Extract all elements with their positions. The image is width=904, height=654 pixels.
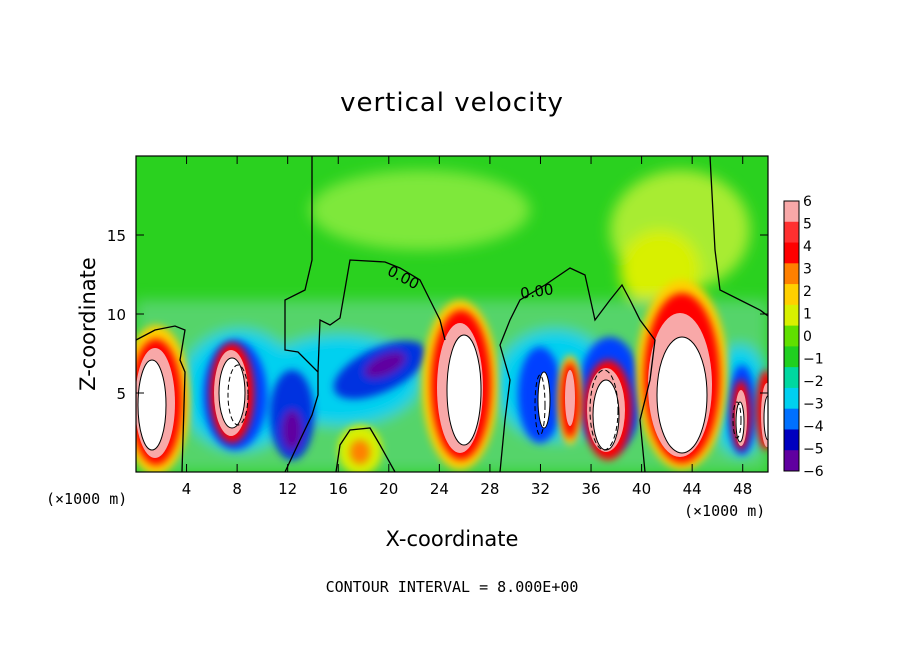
colorbar-tick-label: 4 bbox=[803, 239, 812, 255]
colorbar-swatch bbox=[784, 346, 799, 368]
colorbar-swatch bbox=[784, 304, 799, 327]
x-tick-label: 4 bbox=[182, 480, 192, 498]
x-tick-label: 20 bbox=[379, 480, 398, 498]
heatmap-field bbox=[136, 156, 768, 472]
colorbar-tick-label: 6 bbox=[803, 194, 812, 210]
y-tick-label: 5 bbox=[116, 385, 126, 403]
x-axis: 4 8 12 16 20 24 28 32 36 40 44 48 bbox=[182, 156, 752, 498]
x-tick-label: 44 bbox=[683, 480, 702, 498]
colorbar-swatch bbox=[784, 201, 799, 223]
colorbar: 6 5 4 3 2 1 0 −1 −2 −3 −4 −5 −6 bbox=[783, 194, 824, 480]
colorbar-swatch bbox=[784, 263, 799, 285]
colorbar-frame bbox=[783, 200, 800, 472]
contour-label: 0.00 bbox=[519, 280, 555, 302]
y-axis-label: Z-coordinate bbox=[76, 257, 100, 391]
colorbar-swatch bbox=[784, 387, 799, 410]
x-tick-label: 32 bbox=[531, 480, 550, 498]
colorbar-tick-label: 2 bbox=[803, 284, 812, 300]
x-tick-label: 12 bbox=[278, 480, 297, 498]
colorbar-tick-label: 0 bbox=[803, 329, 812, 345]
colorbar-swatch bbox=[784, 325, 799, 347]
y-tick-label: 15 bbox=[107, 227, 126, 245]
zero-contour bbox=[136, 156, 768, 472]
y-axis: 5 10 15 bbox=[107, 227, 768, 403]
x-axis-label: X-coordinate bbox=[385, 527, 519, 551]
x-tick-label: 16 bbox=[329, 480, 348, 498]
colorbar-swatch bbox=[784, 221, 799, 244]
colorbar-swatch bbox=[784, 367, 799, 389]
contour-interval-note: CONTOUR INTERVAL = 8.000E+00 bbox=[325, 578, 579, 596]
x-tick-label: 28 bbox=[480, 480, 499, 498]
x-tick-label: 24 bbox=[430, 480, 449, 498]
x-tick-label: 48 bbox=[733, 480, 752, 498]
colorbar-tick-label: 5 bbox=[803, 217, 812, 233]
colorbar-swatch bbox=[784, 408, 799, 430]
colorbar-swatch bbox=[784, 242, 799, 264]
x-tick-label: 40 bbox=[632, 480, 651, 498]
colorbar-tick-label: 1 bbox=[803, 307, 812, 323]
x-unit-label-right: (×1000 m) bbox=[684, 502, 766, 520]
colorbar-tick-label: −5 bbox=[803, 442, 824, 458]
colorbar-tick-label: −6 bbox=[803, 464, 824, 480]
colorbar-tick-label: 3 bbox=[803, 262, 812, 278]
colorbar-tick-label: −4 bbox=[803, 419, 824, 435]
colorbar-tick-label: −1 bbox=[803, 352, 824, 368]
y-tick-label: 10 bbox=[107, 306, 126, 324]
colorbar-tick-label: −3 bbox=[803, 397, 824, 413]
colorbar-swatch bbox=[784, 450, 799, 472]
x-tick-label: 36 bbox=[581, 480, 600, 498]
chart-title: vertical velocity bbox=[340, 88, 564, 118]
x-tick-label: 8 bbox=[232, 480, 242, 498]
colorbar-swatch bbox=[784, 284, 799, 306]
colorbar-tick-label: −2 bbox=[803, 374, 824, 390]
colorbar-swatch bbox=[784, 429, 799, 451]
x-unit-label-left: (×1000 m) bbox=[46, 490, 128, 508]
